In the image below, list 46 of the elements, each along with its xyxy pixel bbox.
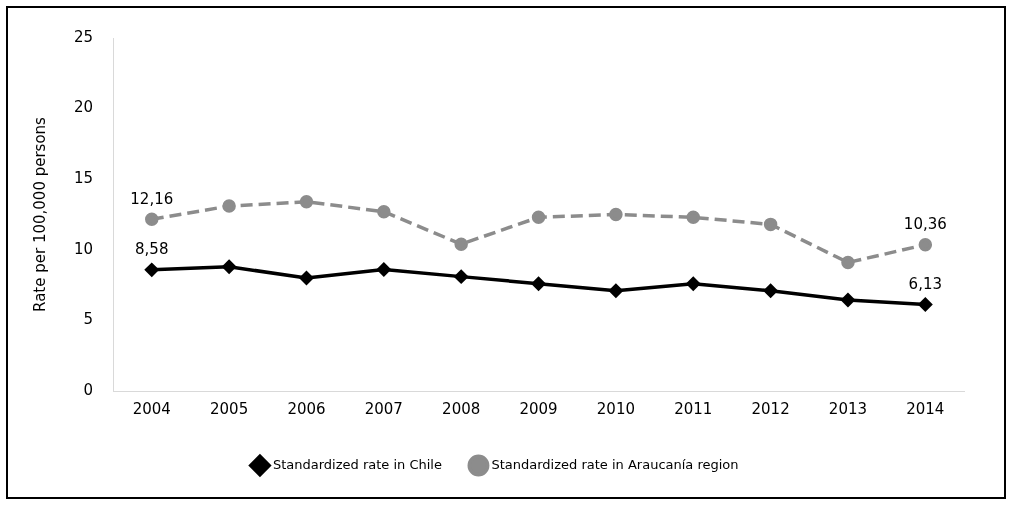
legend-label: Standardized rate in Chile [272,456,442,472]
x-tick-label: 2004 [132,399,171,418]
x-tick-label: 2005 [210,399,249,418]
x-tick-label: 2012 [751,399,790,418]
point [531,210,546,225]
y-tick-label: 0 [83,380,94,399]
point [686,210,701,225]
y-tick-label: 10 [73,239,94,258]
point [763,284,778,298]
x-tick-label: 2011 [674,399,713,418]
point [222,199,236,213]
point [918,297,933,312]
y-tick-label: 15 [73,169,94,188]
x-tick-label: 2006 [287,399,326,418]
point [609,207,623,222]
data-label: 12,16 [130,189,174,208]
x-tick-label: 2007 [364,399,403,418]
y-tick-label: 5 [83,310,94,329]
y-tick-label: 20 [73,98,94,117]
x-tick-label: 2014 [906,399,945,418]
point [454,237,468,251]
x-tick-label: 2010 [596,399,635,418]
point [377,204,391,219]
point [841,293,855,307]
point [531,276,546,291]
point [145,263,159,277]
point [145,212,159,227]
y-tick-label: 25 [73,27,94,46]
point [841,255,855,270]
point [299,195,314,209]
y-axis-title: Rate per 100,000 persons [30,116,49,312]
point [763,217,778,232]
point [377,262,391,277]
point [918,237,933,252]
point [299,271,314,285]
data-label: 10,36 [903,215,947,234]
x-tick-label: 2009 [519,399,558,418]
data-label: 6,13 [908,274,943,293]
point [454,269,468,284]
x-tick-label: 2008 [442,399,481,418]
data-label: 8,58 [135,240,169,259]
legend-label: Standardized rate in Araucanía region [491,456,739,472]
x-tick-label: 2013 [828,399,868,418]
point [686,276,701,291]
point [222,259,236,274]
point [609,284,623,298]
